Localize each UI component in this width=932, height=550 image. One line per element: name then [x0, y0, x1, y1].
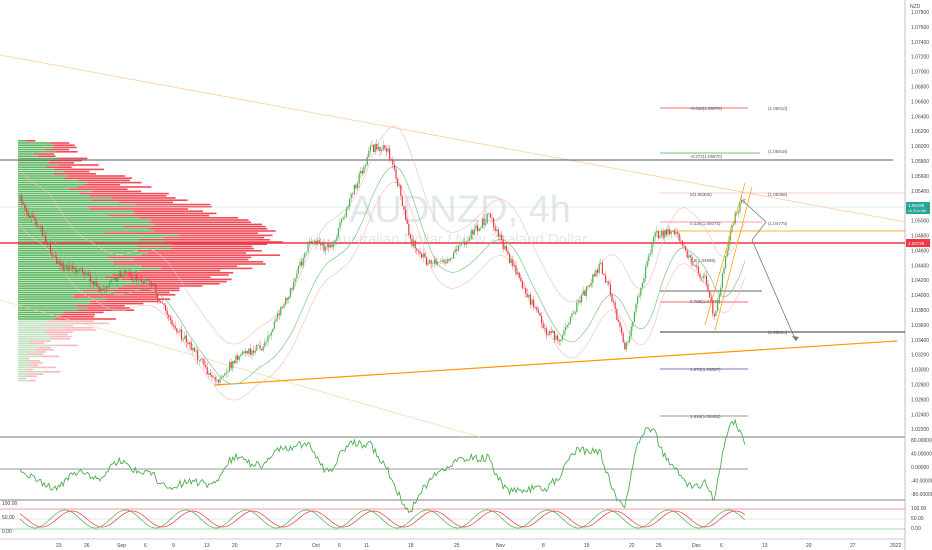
price-axis[interactable]: 1.07800 1.07600 1.07400 1.07200 1.07000 1.068… — [911, 10, 929, 433]
price-tick-label: 1.02200 — [911, 427, 929, 433]
time-tick-label: 25 — [454, 543, 460, 549]
time-tick-label: 22 — [629, 543, 635, 549]
rally-channel-line[interactable] — [705, 183, 745, 325]
osc1-tick-label: -80.00000 — [911, 492, 932, 498]
price-tick-label: 1.03400 — [911, 338, 929, 344]
arrow-head-icon — [792, 336, 799, 341]
price-tick-label: 1.06600 — [911, 99, 929, 105]
price-tick-label: 1.06400 — [911, 114, 929, 120]
currency-label: NZD — [910, 4, 921, 10]
osc1-tick-label: 40.00000 — [911, 452, 932, 458]
fib-value: (1.03814) — [768, 330, 788, 335]
rising-support-trendline[interactable] — [215, 341, 897, 385]
osc2-tick-label: 0.00 — [911, 526, 921, 532]
time-tick-label: 6 — [338, 543, 341, 549]
current-price-tag: 1.05195 1h 21m 46s — [906, 202, 930, 214]
fib-label: 1.272(1.03087) — [690, 367, 721, 372]
price-tick-label: 1.06800 — [911, 85, 929, 91]
time-tick-label: 13 — [762, 543, 768, 549]
price-tick-label: 1.04000 — [911, 293, 929, 299]
fib-extension[interactable]: -0.618(1.06070) (1.06010) -0.272(1.05870… — [660, 106, 905, 419]
time-tick-label: 6 — [720, 543, 723, 549]
fib-label: 0.236(1.05075) — [690, 221, 721, 226]
time-tick-label: Sep — [117, 543, 126, 549]
time-tick-label: 25 — [656, 543, 662, 549]
price-tick-label: 1.04800 — [911, 234, 929, 240]
price-tick-label: 1.05800 — [911, 159, 929, 165]
red-level-tag: 1.04725 — [906, 239, 930, 247]
time-tick-label: 6 — [144, 543, 147, 549]
osc2-left-label: 50.00 — [2, 515, 15, 521]
osc2-left-label: 0.00 — [2, 529, 12, 535]
osc1-tick-label: 80.00000 — [911, 438, 932, 444]
svg-text:1.05195: 1.05195 — [908, 203, 925, 208]
time-axis[interactable]: 23 26 Sep 6 9 13 20 27 Oct 6 11 18 25 Nov 8 15 22 25 Dec 6 1… — [56, 543, 901, 549]
time-tick-label: 2022 — [890, 543, 901, 549]
price-tick-label: 1.07800 — [911, 10, 929, 16]
price-tick-label: 1.06000 — [911, 144, 929, 150]
osc1-tick-label: 0.00000 — [911, 465, 929, 471]
osc2-axis: 100.00 50.00 0.00 100.00 50.00 0.00 — [2, 501, 927, 535]
time-tick-label: 20 — [806, 543, 812, 549]
fib-value: (1.05366) — [768, 192, 788, 197]
osc2-tick-label: 50.00 — [911, 516, 924, 522]
price-tick-label: 1.03800 — [911, 308, 929, 314]
fib-value: (1.05918) — [768, 149, 788, 154]
rally-channel-line[interactable] — [715, 187, 752, 330]
price-tick-label: 1.03200 — [911, 353, 929, 359]
time-tick-label: 13 — [204, 543, 210, 549]
price-tick-label: 1.05400 — [911, 189, 929, 195]
price-tick-label: 1.07600 — [911, 25, 929, 31]
fib-label: -0.618(1.06070) — [690, 106, 723, 111]
price-tick-label: 1.03600 — [911, 323, 929, 329]
fib-label: 0(1.05366) — [690, 192, 712, 197]
osc2-left-label: 100.00 — [2, 501, 18, 507]
osc1-line[interactable] — [20, 420, 745, 513]
lower-channel-line[interactable] — [0, 300, 480, 437]
fib-label: -0.272(1.05870) — [690, 154, 723, 159]
price-tick-label: 1.02600 — [911, 397, 929, 403]
volume-profile — [18, 140, 283, 381]
time-tick-label: 11 — [364, 543, 369, 549]
time-tick-label: 20 — [232, 543, 238, 549]
price-tick-label: 1.02400 — [911, 412, 929, 418]
time-tick-label: 26 — [84, 543, 90, 549]
time-tick-label: Oct — [312, 543, 320, 549]
price-tick-label: 1.04400 — [911, 263, 929, 269]
price-tick-label: 1.04600 — [911, 248, 929, 254]
osc2-tick-label: 100.00 — [911, 506, 927, 512]
price-tick-label: 1.02800 — [911, 383, 929, 389]
price-tick-label: 1.04200 — [911, 278, 929, 284]
fib-label: 1.618(1.02402) — [690, 414, 721, 419]
price-tick-label: 1.06200 — [911, 129, 929, 135]
symbol-watermark: AUDNZD, 4h — [349, 189, 571, 231]
osc1-tick-label: -40.00000 — [911, 479, 932, 485]
price-tick-label: 1.07200 — [911, 55, 929, 61]
time-tick-label: 27 — [850, 543, 856, 549]
price-tick-label: 1.05600 — [911, 174, 929, 180]
time-tick-label: 15 — [584, 543, 590, 549]
time-tick-label: 27 — [276, 543, 282, 549]
time-tick-label: 18 — [408, 543, 414, 549]
fib-label: 0.5(1.04895) — [690, 258, 716, 263]
time-tick-label: 23 — [56, 543, 62, 549]
fib-value: (1.04775) — [768, 221, 788, 226]
osc1-axis: 80.00000 40.00000 0.00000 -40.00000 -80.0000… — [911, 438, 932, 498]
fib-value: (1.06010) — [768, 106, 788, 111]
time-tick-label: Nov — [496, 543, 505, 549]
fib-label: 0.786(1.04320) — [690, 299, 721, 304]
svg-text:1h 21m 46s: 1h 21m 46s — [908, 209, 927, 213]
time-tick-label: 8 — [542, 543, 545, 549]
price-tick-label: 1.05000 — [911, 219, 929, 225]
time-tick-label: Dec — [692, 543, 701, 549]
svg-text:1.04725: 1.04725 — [908, 241, 925, 246]
price-tick-label: 1.07400 — [911, 40, 929, 46]
price-tick-label: 1.07000 — [911, 70, 929, 76]
price-tick-label: 1.03000 — [911, 368, 929, 374]
time-tick-label: 9 — [172, 543, 175, 549]
